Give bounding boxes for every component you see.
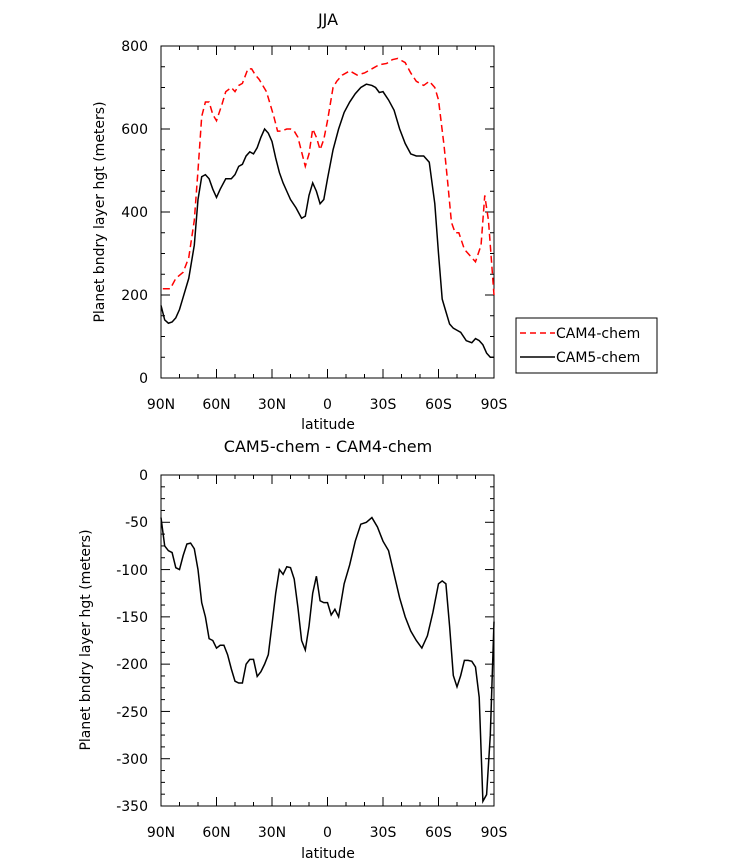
- series-line-cam4-chem: [162, 57, 495, 296]
- bottom-xtick-label-4: 30S: [370, 825, 397, 841]
- top-ytick-label-4: 800: [121, 39, 148, 55]
- bottom-xtick-label-2: 30N: [258, 825, 286, 841]
- top-ytick-label-0: 0: [139, 371, 148, 387]
- top-y-axis-label: Planet bndry layer hgt (meters): [92, 101, 108, 322]
- top-ytick-label-3: 600: [121, 122, 148, 138]
- bottom-xtick-label-3: 0: [323, 825, 332, 841]
- bottom-axis-ticks: [160, 474, 495, 807]
- legend: CAM4-chem CAM5-chem: [515, 317, 658, 374]
- bottom-xtick-label-6: 90S: [481, 825, 508, 841]
- top-xtick-label-0: 90N: [147, 397, 175, 413]
- bottom-chart-title: CAM5-chem - CAM4-chem: [224, 437, 432, 456]
- bottom-ytick-label-1: -50: [125, 515, 148, 531]
- bottom-ytick-label-7: -350: [116, 799, 148, 815]
- top-axis-ticks: [160, 45, 495, 379]
- bottom-xtick-label-5: 60S: [425, 825, 452, 841]
- bottom-panel: CAM5-chem - CAM4-chem 90N 60N 30N 0 30S …: [78, 437, 507, 862]
- bottom-ytick-label-5: -250: [116, 705, 148, 721]
- bottom-plot-frame: [160, 474, 495, 807]
- bottom-ytick-label-0: 0: [139, 468, 148, 484]
- series-line-difference: [160, 516, 495, 804]
- bottom-ytick-label-2: -100: [116, 563, 148, 579]
- legend-label-cam4-chem: CAM4-chem: [556, 326, 640, 342]
- bottom-x-axis-label: latitude: [301, 846, 355, 862]
- top-plot-frame: [160, 45, 495, 379]
- top-ytick-label-1: 200: [121, 288, 148, 304]
- top-x-axis-label: latitude: [301, 417, 355, 433]
- series-line-cam5-chem: [160, 83, 494, 358]
- top-xtick-label-2: 30N: [258, 397, 286, 413]
- top-chart-title: JJA: [317, 10, 338, 29]
- bottom-ytick-label-6: -300: [116, 752, 148, 768]
- bottom-ytick-label-3: -150: [116, 610, 148, 626]
- bottom-ytick-label-4: -200: [116, 657, 148, 673]
- top-ytick-label-2: 400: [121, 205, 148, 221]
- bottom-xtick-label-0: 90N: [147, 825, 175, 841]
- top-panel: JJA 90N 60N 30N 0 30S 60S 90S 0 200 400 …: [92, 10, 658, 433]
- top-xtick-label-3: 0: [323, 397, 332, 413]
- top-xtick-label-6: 90S: [481, 397, 508, 413]
- bottom-y-axis-label: Planet bndry layer hgt (meters): [78, 529, 94, 750]
- top-xtick-label-4: 30S: [370, 397, 397, 413]
- top-xtick-label-5: 60S: [425, 397, 452, 413]
- bottom-xtick-label-1: 60N: [202, 825, 230, 841]
- top-xtick-label-1: 60N: [202, 397, 230, 413]
- legend-box: [515, 317, 658, 374]
- legend-label-cam5-chem: CAM5-chem: [556, 350, 640, 366]
